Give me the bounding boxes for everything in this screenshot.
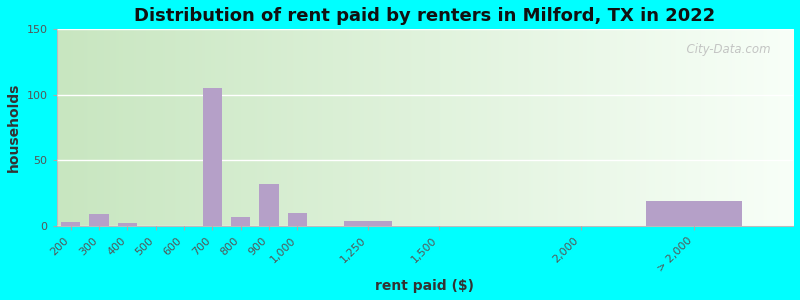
Bar	[231, 217, 250, 226]
Bar	[61, 222, 80, 226]
Title: Distribution of rent paid by renters in Milford, TX in 2022: Distribution of rent paid by renters in …	[134, 7, 715, 25]
Bar	[259, 184, 278, 226]
Bar	[202, 88, 222, 226]
Bar	[344, 221, 392, 226]
Y-axis label: households: households	[7, 83, 21, 172]
Text: City-Data.com: City-Data.com	[679, 43, 771, 56]
X-axis label: rent paid ($): rent paid ($)	[375, 279, 474, 293]
Bar	[646, 201, 742, 226]
Bar	[118, 224, 137, 226]
Bar	[90, 214, 109, 226]
Bar	[288, 213, 307, 226]
